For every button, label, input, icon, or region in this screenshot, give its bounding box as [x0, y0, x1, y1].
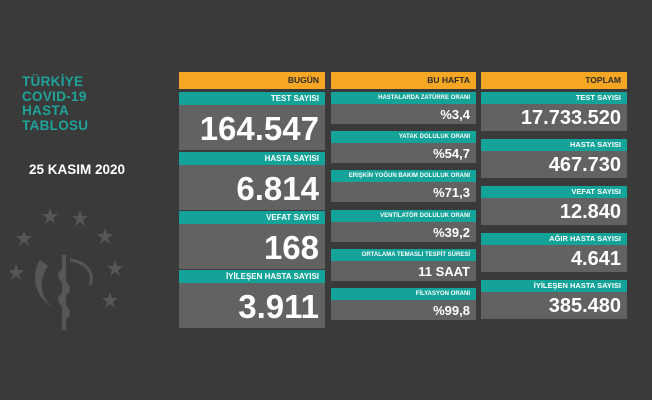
total-severe-label: AĞIR HASTA SAYISI [481, 233, 627, 245]
today-column: BUGÜN TEST SAYISI 164.547 HASTA SAYISI 6… [179, 72, 325, 328]
today-cases-label: HASTA SAYISI [179, 152, 325, 165]
today-deaths-value: 168 [179, 224, 325, 269]
week-header: BU HAFTA [331, 72, 476, 89]
week-ventilator-card: VENTİLATÖR DOLULUK ORANI %39,2 [331, 210, 476, 242]
total-deaths-label: VEFAT SAYISI [481, 186, 627, 198]
today-recovered-card: İYİLEŞEN HASTA SAYISI 3.911 [179, 270, 325, 328]
week-bed-occupancy-card: YATAK DOLULUK ORANI %54,7 [331, 131, 476, 163]
today-test-value: 164.547 [179, 105, 325, 150]
total-test-card: TEST SAYISI 17.733.520 [481, 92, 627, 131]
ministry-emblem-icon [10, 208, 123, 330]
title-line-3: HASTA [22, 103, 69, 118]
total-column: TOPLAM TEST SAYISI 17.733.520 HASTA SAYI… [481, 72, 627, 327]
total-severe-value: 4.641 [481, 245, 627, 272]
today-header: BUGÜN [179, 72, 325, 89]
week-filiation-card: FİLYASYON ORANI %99,8 [331, 288, 476, 320]
week-contact-time-value: 11 SAAT [331, 261, 476, 281]
today-recovered-label: İYİLEŞEN HASTA SAYISI [179, 270, 325, 283]
total-cases-label: HASTA SAYISI [481, 139, 627, 151]
week-icu-occupancy-label: ERİŞKİN YOĞUN BAKIM DOLULUK ORANI [331, 170, 476, 182]
week-contact-time-card: ORTALAMA TEMASLI TESPİT SÜRESİ 11 SAAT [331, 249, 476, 281]
total-deaths-card: VEFAT SAYISI 12.840 [481, 186, 627, 225]
today-cases-card: HASTA SAYISI 6.814 [179, 152, 325, 210]
week-pneumonia-label: HASTALARDA ZATÜRRE ORANI [331, 92, 476, 104]
week-ventilator-value: %39,2 [331, 222, 476, 242]
total-test-value: 17.733.520 [481, 104, 627, 131]
today-deaths-label: VEFAT SAYISI [179, 211, 325, 224]
week-ventilator-label: VENTİLATÖR DOLULUK ORANI [331, 210, 476, 222]
week-icu-occupancy-card: ERİŞKİN YOĞUN BAKIM DOLULUK ORANI %71,3 [331, 170, 476, 202]
title-line-1: TÜRKİYE [22, 74, 84, 89]
week-pneumonia-card: HASTALARDA ZATÜRRE ORANI %3,4 [331, 92, 476, 124]
total-recovered-card: İYİLEŞEN HASTA SAYISI 385.480 [481, 280, 627, 319]
today-recovered-value: 3.911 [179, 283, 325, 328]
title-block: TÜRKİYE COVID-19 HASTA TABLOSU [22, 74, 172, 133]
total-recovered-label: İYİLEŞEN HASTA SAYISI [481, 280, 627, 292]
total-header: TOPLAM [481, 72, 627, 89]
week-pneumonia-value: %3,4 [331, 104, 476, 124]
week-filiation-label: FİLYASYON ORANI [331, 288, 476, 300]
today-test-label: TEST SAYISI [179, 92, 325, 105]
total-deaths-value: 12.840 [481, 198, 627, 225]
title-line-2: COVID-19 [22, 88, 87, 104]
week-icu-occupancy-value: %71,3 [331, 182, 476, 202]
total-test-label: TEST SAYISI [481, 92, 627, 104]
total-cases-value: 467.730 [481, 151, 627, 178]
today-cases-value: 6.814 [179, 165, 325, 210]
week-column: BU HAFTA HASTALARDA ZATÜRRE ORANI %3,4 Y… [331, 72, 476, 327]
week-filiation-value: %99,8 [331, 300, 476, 320]
week-bed-occupancy-value: %54,7 [331, 143, 476, 163]
total-recovered-value: 385.480 [481, 292, 627, 319]
today-test-card: TEST SAYISI 164.547 [179, 92, 325, 150]
week-contact-time-label: ORTALAMA TEMASLI TESPİT SÜRESİ [331, 249, 476, 261]
total-severe-card: AĞIR HASTA SAYISI 4.641 [481, 233, 627, 272]
title-line-4: TABLOSU [22, 117, 89, 133]
week-bed-occupancy-label: YATAK DOLULUK ORANI [331, 131, 476, 143]
today-deaths-card: VEFAT SAYISI 168 [179, 211, 325, 269]
report-date: 25 KASIM 2020 [29, 162, 126, 177]
total-cases-card: HASTA SAYISI 467.730 [481, 139, 627, 178]
